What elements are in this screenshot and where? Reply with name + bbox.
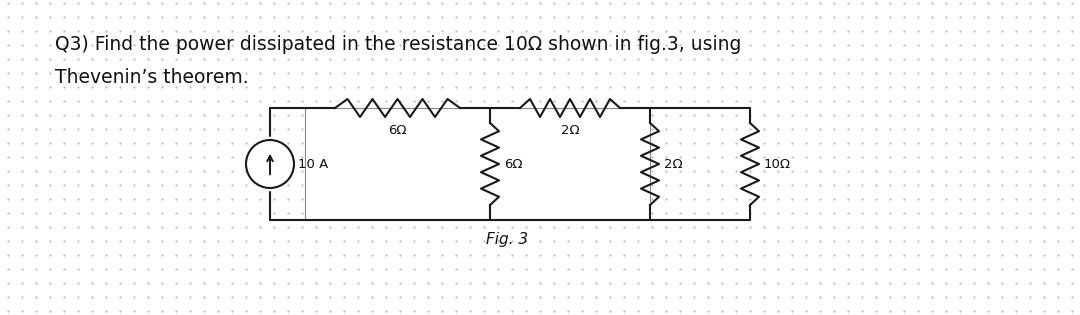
Text: 10 A: 10 A xyxy=(298,158,328,170)
Text: Fig. 3: Fig. 3 xyxy=(486,232,528,247)
Text: 6Ω: 6Ω xyxy=(388,124,407,137)
Text: 6Ω: 6Ω xyxy=(504,158,523,170)
Text: 2Ω: 2Ω xyxy=(664,158,683,170)
Text: 2Ω: 2Ω xyxy=(561,124,579,137)
Text: Thevenin’s theorem.: Thevenin’s theorem. xyxy=(55,68,248,87)
Text: Q3) Find the power dissipated in the resistance 10Ω shown in fig.3, using: Q3) Find the power dissipated in the res… xyxy=(55,35,741,54)
Text: 10Ω: 10Ω xyxy=(764,158,791,170)
Circle shape xyxy=(246,140,294,188)
Bar xyxy=(305,108,650,220)
